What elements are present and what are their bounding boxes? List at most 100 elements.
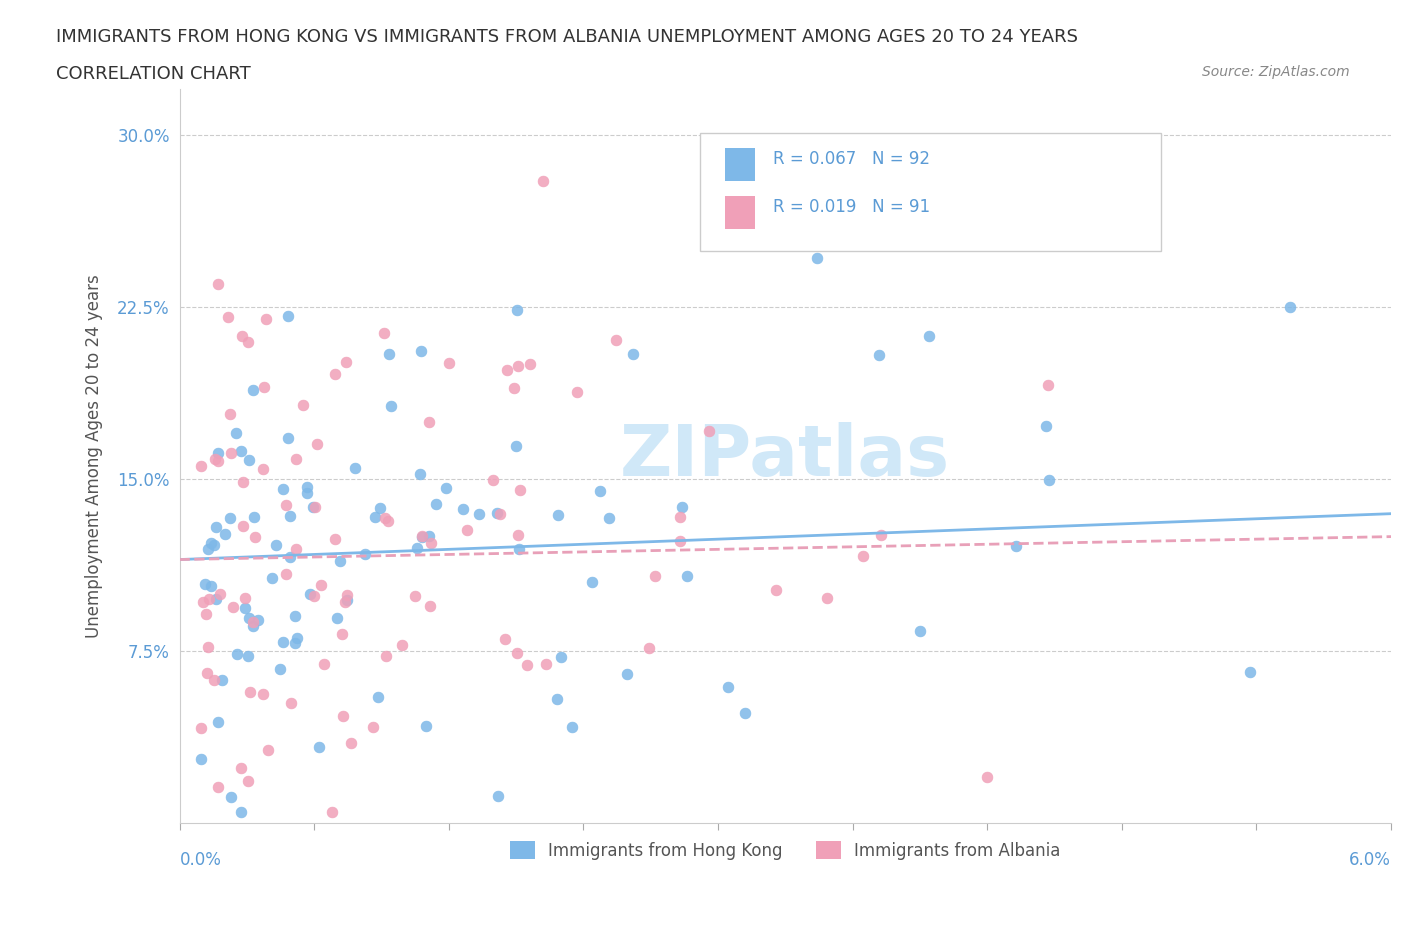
Immigrants from Albania <box>229 761 252 776</box>
Immigrants from Albania <box>332 709 354 724</box>
Immigrants from Hong Kong <box>202 538 225 552</box>
Immigrants from Albania <box>285 451 308 466</box>
Immigrants from Albania <box>242 615 264 630</box>
Immigrants from Albania <box>194 606 217 621</box>
Text: 0.0%: 0.0% <box>180 851 221 870</box>
Immigrants from Hong Kong <box>621 347 644 362</box>
Immigrants from Albania <box>307 436 329 451</box>
Immigrants from Albania <box>531 174 554 189</box>
Immigrants from Hong Kong <box>486 788 509 803</box>
Immigrants from Hong Kong <box>380 398 402 413</box>
Immigrants from Albania <box>506 527 529 542</box>
Immigrants from Albania <box>232 518 254 533</box>
Immigrants from Hong Kong <box>409 467 432 482</box>
Immigrants from Albania <box>697 424 720 439</box>
Immigrants from Hong Kong <box>505 302 527 317</box>
Immigrants from Hong Kong <box>468 506 491 521</box>
FancyBboxPatch shape <box>724 148 755 181</box>
Immigrants from Hong Kong <box>409 344 432 359</box>
Immigrants from Hong Kong <box>190 751 212 766</box>
Immigrants from Albania <box>496 363 519 378</box>
Immigrants from Albania <box>361 719 384 734</box>
Immigrants from Albania <box>765 582 787 597</box>
Immigrants from Albania <box>456 523 478 538</box>
Immigrants from Albania <box>253 379 276 394</box>
Immigrants from Hong Kong <box>214 526 236 541</box>
Immigrants from Hong Kong <box>233 600 256 615</box>
Immigrants from Albania <box>1038 378 1060 392</box>
Immigrants from Hong Kong <box>550 650 572 665</box>
Immigrants from Hong Kong <box>262 570 284 585</box>
Immigrants from Albania <box>312 657 335 671</box>
Immigrants from Albania <box>256 742 278 757</box>
Immigrants from Albania <box>411 528 433 543</box>
Immigrants from Hong Kong <box>238 649 260 664</box>
Immigrants from Hong Kong <box>277 431 299 445</box>
Immigrants from Hong Kong <box>451 501 474 516</box>
Immigrants from Albania <box>239 685 262 700</box>
Immigrants from Albania <box>488 507 510 522</box>
Text: R = 0.019   N = 91: R = 0.019 N = 91 <box>773 198 931 216</box>
Immigrants from Albania <box>207 276 229 291</box>
Immigrants from Albania <box>232 475 254 490</box>
Immigrants from Hong Kong <box>1005 539 1028 554</box>
Immigrants from Hong Kong <box>598 511 620 525</box>
Immigrants from Hong Kong <box>266 538 288 552</box>
Immigrants from Albania <box>304 499 326 514</box>
Text: CORRELATION CHART: CORRELATION CHART <box>56 65 252 83</box>
Legend: Immigrants from Hong Kong, Immigrants from Albania: Immigrants from Hong Kong, Immigrants fr… <box>503 835 1067 867</box>
Immigrants from Hong Kong <box>1038 472 1060 487</box>
Immigrants from Albania <box>852 549 875 564</box>
Immigrants from Albania <box>238 335 260 350</box>
Immigrants from Hong Kong <box>229 804 252 819</box>
Immigrants from Hong Kong <box>197 541 219 556</box>
Immigrants from Hong Kong <box>547 507 569 522</box>
Immigrants from Hong Kong <box>200 578 222 593</box>
Immigrants from Albania <box>202 672 225 687</box>
Immigrants from Albania <box>197 640 219 655</box>
Immigrants from Hong Kong <box>242 510 264 525</box>
Immigrants from Albania <box>190 720 212 735</box>
Immigrants from Hong Kong <box>770 218 793 232</box>
Immigrants from Albania <box>238 773 260 788</box>
Immigrants from Albania <box>404 589 426 604</box>
Immigrants from Hong Kong <box>734 705 756 720</box>
Immigrants from Hong Kong <box>326 611 349 626</box>
Immigrants from Albania <box>252 686 274 701</box>
Immigrants from Albania <box>637 641 659 656</box>
Immigrants from Hong Kong <box>285 631 308 645</box>
Immigrants from Hong Kong <box>425 497 447 512</box>
Immigrants from Albania <box>274 566 297 581</box>
Immigrants from Hong Kong <box>284 635 307 650</box>
Immigrants from Hong Kong <box>242 618 264 633</box>
Immigrants from Hong Kong <box>363 510 385 525</box>
Immigrants from Hong Kong <box>910 623 932 638</box>
Immigrants from Albania <box>374 511 396 525</box>
Immigrants from Albania <box>669 534 692 549</box>
Immigrants from Hong Kong <box>205 591 228 606</box>
Immigrants from Hong Kong <box>277 309 299 324</box>
Immigrants from Albania <box>494 631 516 646</box>
Immigrants from Albania <box>815 591 838 605</box>
Immigrants from Albania <box>231 328 253 343</box>
Immigrants from Hong Kong <box>308 739 330 754</box>
Text: Source: ZipAtlas.com: Source: ZipAtlas.com <box>1202 65 1350 79</box>
Immigrants from Hong Kong <box>806 250 828 265</box>
Immigrants from Albania <box>311 578 333 592</box>
Immigrants from Hong Kong <box>219 790 242 804</box>
Immigrants from Hong Kong <box>273 634 295 649</box>
Immigrants from Albania <box>207 454 229 469</box>
Immigrants from Hong Kong <box>336 593 359 608</box>
Immigrants from Hong Kong <box>918 328 941 343</box>
Immigrants from Hong Kong <box>238 453 260 468</box>
Immigrants from Albania <box>375 648 398 663</box>
Immigrants from Hong Kong <box>717 679 740 694</box>
Immigrants from Hong Kong <box>406 540 429 555</box>
Immigrants from Albania <box>335 354 357 369</box>
Immigrants from Hong Kong <box>211 672 233 687</box>
Immigrants from Hong Kong <box>329 553 352 568</box>
Immigrants from Hong Kong <box>207 714 229 729</box>
Text: IMMIGRANTS FROM HONG KONG VS IMMIGRANTS FROM ALBANIA UNEMPLOYMENT AMONG AGES 20 : IMMIGRANTS FROM HONG KONG VS IMMIGRANTS … <box>56 28 1078 46</box>
Immigrants from Albania <box>221 445 243 460</box>
Immigrants from Hong Kong <box>269 662 291 677</box>
